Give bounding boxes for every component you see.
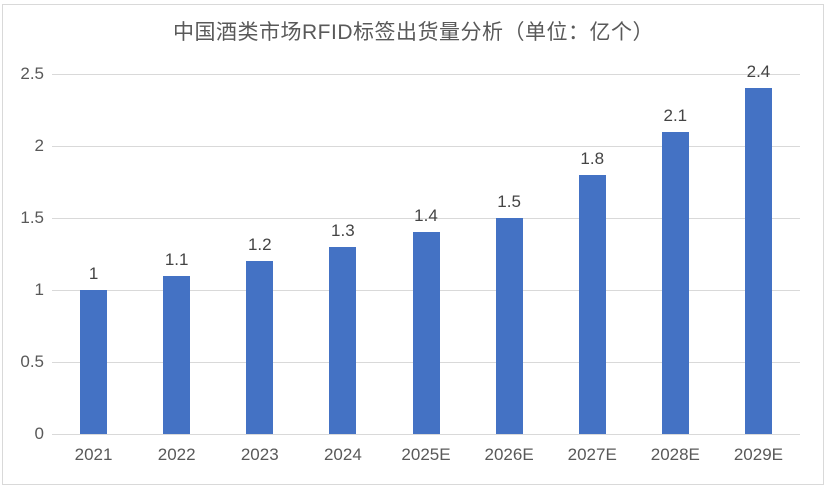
x-axis-tick-label: 2029E — [733, 445, 784, 464]
gridline — [52, 146, 800, 147]
bar-2022 — [163, 275, 191, 434]
bar-value-label: 2.1 — [663, 105, 688, 125]
bar-value-label: 1 — [88, 264, 99, 283]
x-axis-line — [52, 434, 800, 435]
x-axis-tick-label: 2028E — [650, 445, 700, 464]
bar-2029E — [744, 88, 772, 434]
bar-2028E — [661, 131, 689, 434]
x-axis-tick-label: 2021 — [74, 445, 113, 464]
bar-2021 — [80, 290, 108, 434]
y-axis-tick-label: 1 — [34, 280, 44, 299]
chart-title: 中国酒类市场RFID标签出货量分析（单位：亿个） — [173, 21, 654, 44]
x-axis-tick-label: 2026E — [484, 445, 534, 464]
bar-2025E — [412, 232, 440, 434]
gridline — [52, 74, 800, 75]
bar-value-label: 1.8 — [580, 148, 605, 168]
y-axis-tick-label: 1.5 — [20, 208, 44, 227]
x-axis-tick-label: 2027E — [567, 445, 617, 464]
y-axis-tick-label: 0.5 — [20, 352, 44, 371]
y-axis-tick-label: 2.5 — [20, 64, 44, 83]
x-axis-tick-label: 2024 — [323, 445, 362, 464]
plot-area: 1 1.1 1.2 1.3 1.4 1.5 1.8 2.1 2.4 — [52, 62, 800, 435]
bar-2023 — [246, 261, 274, 434]
x-axis-tick-label: 2022 — [157, 445, 196, 464]
bar-2026E — [495, 218, 523, 434]
gridline — [52, 218, 800, 219]
x-axis-tick-label: 2025E — [401, 445, 451, 464]
bar-value-label: 1.4 — [414, 206, 438, 226]
bar-value-label: 2.4 — [746, 62, 771, 82]
bar-value-label: 1.1 — [164, 249, 189, 269]
bar-value-label: 1.2 — [247, 235, 272, 255]
y-axis-tick-label: 0 — [34, 424, 44, 443]
bar-2024 — [329, 246, 357, 434]
bar-2027E — [578, 174, 606, 434]
y-axis-tick-label: 2 — [34, 136, 44, 155]
bar-value-label: 1.3 — [331, 220, 355, 240]
bar-value-label: 1.5 — [497, 192, 521, 211]
x-axis-tick-label: 2023 — [240, 445, 279, 464]
